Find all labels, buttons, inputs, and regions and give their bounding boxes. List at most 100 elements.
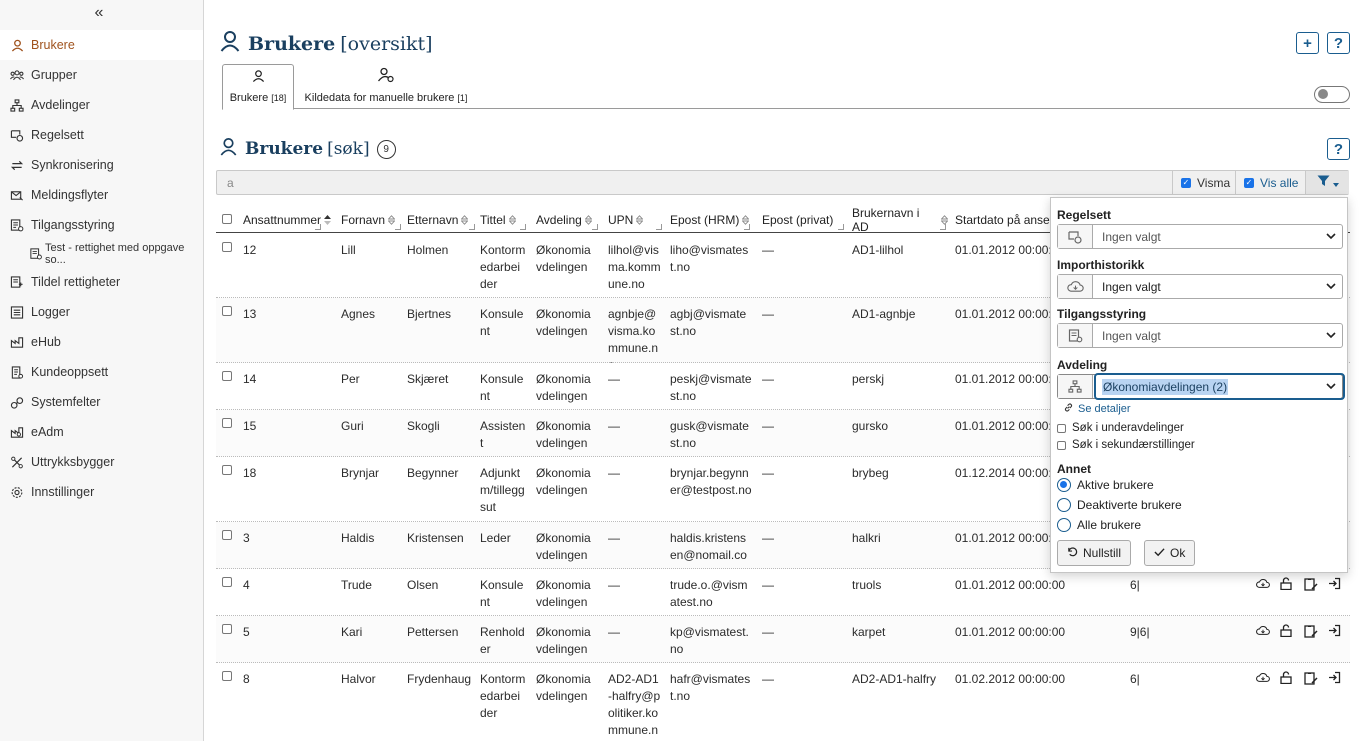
column-resize-handle[interactable]	[395, 224, 401, 230]
radio-aktive-brukere[interactable]: Aktive brukere	[1057, 478, 1154, 492]
column-resize-handle[interactable]	[520, 224, 526, 230]
sidebar-item-uttrykksbygger[interactable]: Uttrykksbygger	[0, 447, 203, 477]
column-resize-handle[interactable]	[940, 224, 946, 230]
search-input[interactable]	[217, 171, 1172, 194]
column-header[interactable]: Etternavn	[407, 206, 477, 233]
sidebar-item-logger[interactable]: Logger	[0, 297, 203, 327]
sort-icon[interactable]	[584, 214, 592, 225]
sidebar-item-eadm[interactable]: eAdm	[0, 417, 203, 447]
column-header[interactable]: Brukernavn i AD	[852, 206, 948, 234]
filter-button[interactable]	[1305, 171, 1349, 194]
sidebar-item-grupper[interactable]: Grupper	[0, 60, 203, 90]
reset-button[interactable]: Nullstill	[1057, 540, 1132, 566]
importhistorikk-select[interactable]: Ingen valgt	[1057, 274, 1343, 299]
column-header[interactable]: Fornavn	[341, 206, 403, 233]
sidebar-subitem-test-rettighet[interactable]: Test - rettighet med oppgave so...	[0, 240, 203, 267]
sort-icon[interactable]	[324, 214, 332, 225]
unlock-icon[interactable]	[1280, 671, 1294, 685]
row-checkbox[interactable]	[222, 577, 232, 587]
table-row[interactable]: 8 Halvor Frydenhaug Kontormedarbeider Økonom…	[216, 663, 1350, 741]
sidebar-item-systemfelter[interactable]: Systemfelter	[0, 387, 203, 417]
radio[interactable]	[1057, 498, 1071, 512]
visma-checkbox[interactable]: ✓ Visma	[1172, 171, 1235, 194]
column-resize-handle[interactable]	[592, 224, 598, 230]
column-resize-handle[interactable]	[656, 224, 662, 230]
login-icon[interactable]	[1328, 577, 1342, 591]
sok-sekundaerstillinger-checkbox[interactable]: Søk i sekundærstillinger	[1057, 439, 1195, 451]
table-row[interactable]: 4 Trude Olsen Konsulent Økonomiavdelingen — tr…	[216, 569, 1350, 616]
row-checkbox[interactable]	[222, 465, 232, 475]
checkbox[interactable]	[1057, 440, 1066, 450]
sidebar-item-ehub[interactable]: eHub	[0, 327, 203, 357]
cloud-download-icon[interactable]	[1256, 624, 1270, 638]
unlock-icon[interactable]	[1280, 577, 1294, 591]
sort-icon[interactable]	[742, 214, 750, 225]
sidebar-item-regelsett[interactable]: Regelsett	[0, 120, 203, 150]
tab-brukere[interactable]: Brukere [18]	[222, 64, 294, 110]
regelsett-select[interactable]: Ingen valgt	[1057, 224, 1343, 249]
cell-upn: AD2-AD1-halfry@politiker.kommune.n	[608, 672, 661, 737]
add-button[interactable]: +	[1296, 32, 1319, 54]
column-header-label: Epost (privat)	[762, 212, 834, 227]
sidebar-item-synkronisering[interactable]: Synkronisering	[0, 150, 203, 180]
collapse-sidebar-icon[interactable]: «	[94, 4, 104, 21]
sidebar-item-innstillinger[interactable]: Innstillinger	[0, 477, 203, 507]
sidebar: « Brukere Grupper Avdelinger Regelsett S…	[0, 0, 204, 741]
sidebar-item-kundeoppsett[interactable]: Kundeoppsett	[0, 357, 203, 387]
select-all-checkbox[interactable]	[222, 214, 232, 224]
sok-underavdelinger-checkbox[interactable]: Søk i underavdelinger	[1057, 422, 1184, 434]
clipboard-edit-icon[interactable]	[1304, 624, 1318, 638]
ok-button[interactable]: Ok	[1144, 540, 1196, 566]
login-icon[interactable]	[1328, 624, 1342, 638]
sort-icon[interactable]	[941, 214, 948, 225]
column-resize-handle[interactable]	[838, 224, 844, 230]
row-checkbox[interactable]	[222, 671, 232, 681]
tilgangsstyring-select[interactable]: Ingen valgt	[1057, 323, 1343, 348]
help-button[interactable]: ?	[1327, 32, 1350, 54]
row-checkbox[interactable]	[222, 242, 232, 252]
column-header[interactable]: Avdeling	[536, 206, 600, 233]
column-resize-handle[interactable]	[315, 224, 321, 230]
column-resize-handle[interactable]	[469, 224, 475, 230]
column-header[interactable]: Tittel	[480, 206, 528, 233]
clipboard-edit-icon[interactable]	[1304, 577, 1318, 591]
importhistorikk-value: Ingen valgt	[1102, 279, 1161, 294]
login-icon[interactable]	[1328, 671, 1342, 685]
radio-selected[interactable]	[1057, 478, 1071, 492]
row-checkbox[interactable]	[222, 418, 232, 428]
sort-icon[interactable]	[636, 214, 644, 225]
checkbox[interactable]	[1057, 423, 1066, 433]
column-resize-handle[interactable]	[744, 224, 750, 230]
sidebar-item-tilgangsstyring[interactable]: Tilgangsstyring	[0, 210, 203, 240]
unlock-icon[interactable]	[1280, 624, 1294, 638]
see-details-link[interactable]: Se detaljer	[1063, 402, 1131, 416]
column-header[interactable]: Epost (HRM)	[670, 206, 752, 233]
table-row[interactable]: 5 Kari Pettersen Renholder Økonomiavdelingen…	[216, 616, 1350, 663]
sidebar-item-meldingsflyter[interactable]: Meldingsflyter	[0, 180, 203, 210]
vis-alle-checkbox[interactable]: ✓ Vis alle	[1235, 171, 1305, 194]
view-toggle[interactable]	[1314, 86, 1350, 103]
column-header[interactable]: Ansattnummer	[243, 206, 332, 233]
sort-icon[interactable]	[461, 214, 469, 225]
row-checkbox[interactable]	[222, 530, 232, 540]
radio[interactable]	[1057, 518, 1071, 532]
section-help-button[interactable]: ?	[1327, 138, 1350, 160]
cloud-download-icon[interactable]	[1256, 577, 1270, 591]
sidebar-item-tildel-rettigheter[interactable]: Tildel rettigheter	[0, 267, 203, 297]
tab-kildedata[interactable]: Kildedata for manuelle brukere [1]	[301, 64, 471, 109]
row-checkbox[interactable]	[222, 371, 232, 381]
sort-icon[interactable]	[388, 214, 396, 225]
avdeling-select[interactable]: Økonomiavdelingen (2)	[1057, 373, 1345, 400]
row-checkbox[interactable]	[222, 624, 232, 634]
sidebar-item-brukere[interactable]: Brukere	[0, 30, 203, 60]
radio-alle-brukere[interactable]: Alle brukere	[1057, 518, 1141, 532]
sidebar-item-avdelinger[interactable]: Avdelinger	[0, 90, 203, 120]
column-header[interactable]: UPN	[608, 206, 664, 233]
column-header[interactable]: Epost (privat)	[762, 206, 846, 233]
cloud-download-icon[interactable]	[1256, 671, 1270, 685]
radio-deaktiverte-brukere[interactable]: Deaktiverte brukere	[1057, 498, 1182, 512]
clipboard-edit-icon[interactable]	[1304, 671, 1318, 685]
cell-etternavn: Olsen	[407, 578, 439, 592]
sort-icon[interactable]	[508, 214, 516, 225]
row-checkbox[interactable]	[222, 306, 232, 316]
